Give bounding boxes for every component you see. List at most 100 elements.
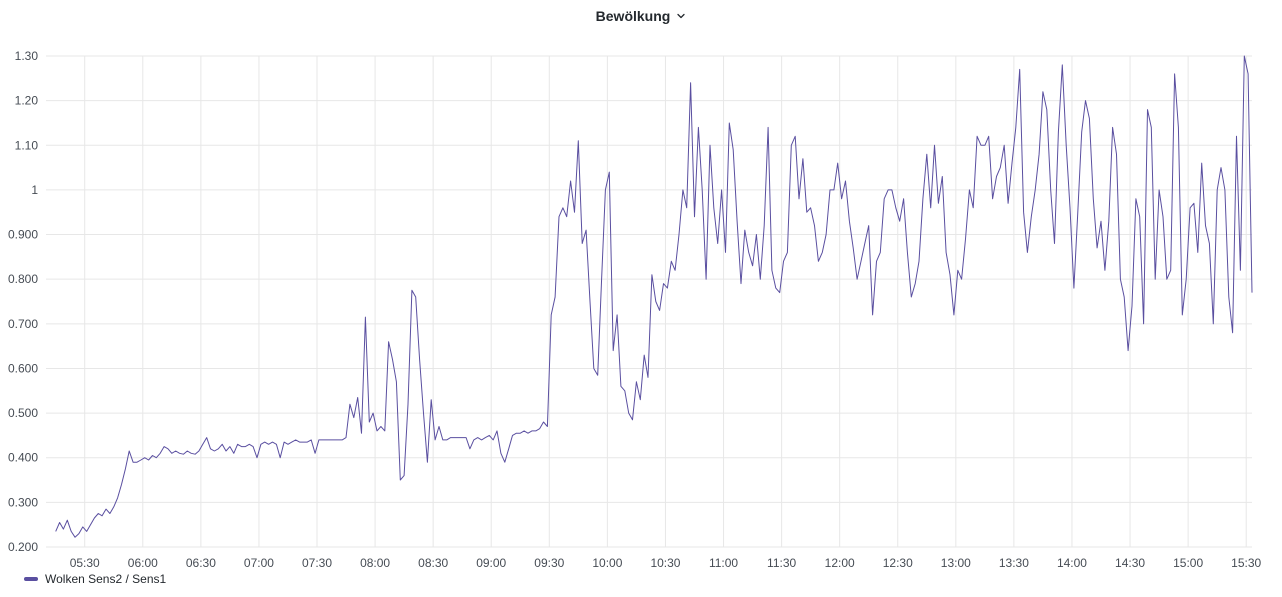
x-tick-label: 13:30 bbox=[999, 556, 1029, 570]
data-point bbox=[342, 439, 343, 440]
data-point bbox=[961, 279, 962, 280]
data-point bbox=[702, 189, 703, 190]
data-point bbox=[694, 216, 695, 217]
data-point bbox=[1054, 243, 1055, 244]
data-point bbox=[326, 439, 327, 440]
data-point bbox=[981, 145, 982, 146]
x-tick-label: 13:00 bbox=[941, 556, 971, 570]
y-tick-label: 0.400 bbox=[8, 451, 38, 465]
data-point bbox=[373, 413, 374, 414]
data-point bbox=[1190, 207, 1191, 208]
data-point bbox=[1132, 306, 1133, 307]
data-point bbox=[427, 462, 428, 463]
legend-item[interactable]: Wolken Sens2 / Sens1 bbox=[24, 572, 166, 586]
data-point bbox=[1042, 91, 1043, 92]
data-point bbox=[791, 145, 792, 146]
data-point bbox=[891, 189, 892, 190]
data-point bbox=[1228, 297, 1229, 298]
data-point bbox=[369, 422, 370, 423]
data-point bbox=[1015, 127, 1016, 128]
data-point bbox=[260, 444, 261, 445]
data-point bbox=[1108, 221, 1109, 222]
data-point bbox=[725, 252, 726, 253]
data-point bbox=[229, 446, 230, 447]
data-point bbox=[485, 437, 486, 438]
data-point bbox=[1155, 279, 1156, 280]
data-point bbox=[721, 189, 722, 190]
x-tick-label: 06:00 bbox=[128, 556, 158, 570]
data-point bbox=[307, 442, 308, 443]
data-point bbox=[140, 460, 141, 461]
data-point bbox=[466, 437, 467, 438]
data-point bbox=[1104, 270, 1105, 271]
data-point bbox=[930, 207, 931, 208]
x-tick-label: 11:30 bbox=[767, 556, 796, 570]
data-point bbox=[497, 430, 498, 431]
data-point bbox=[969, 189, 970, 190]
data-point bbox=[442, 439, 443, 440]
data-point bbox=[888, 189, 889, 190]
data-point bbox=[733, 149, 734, 150]
data-point bbox=[764, 225, 765, 226]
data-point bbox=[841, 198, 842, 199]
series-line bbox=[55, 55, 1253, 538]
panel-title-menu[interactable]: Bewölkung bbox=[596, 8, 687, 24]
data-point bbox=[1112, 127, 1113, 128]
data-point bbox=[849, 221, 850, 222]
data-point bbox=[454, 437, 455, 438]
data-point bbox=[245, 446, 246, 447]
data-point bbox=[303, 442, 304, 443]
data-point bbox=[1193, 203, 1194, 204]
data-point bbox=[462, 437, 463, 438]
data-point bbox=[977, 136, 978, 137]
data-point bbox=[911, 297, 912, 298]
x-tick-label: 12:00 bbox=[825, 556, 855, 570]
x-tick-label: 06:30 bbox=[186, 556, 216, 570]
data-point bbox=[1089, 118, 1090, 119]
data-point bbox=[520, 433, 521, 434]
data-point bbox=[1008, 203, 1009, 204]
data-point bbox=[562, 207, 563, 208]
data-point bbox=[795, 136, 796, 137]
data-point bbox=[919, 261, 920, 262]
data-point bbox=[679, 234, 680, 235]
x-tick-label: 09:30 bbox=[534, 556, 564, 570]
data-point bbox=[404, 475, 405, 476]
data-point bbox=[752, 265, 753, 266]
data-point bbox=[415, 297, 416, 298]
data-point bbox=[1213, 323, 1214, 324]
data-point bbox=[682, 189, 683, 190]
data-point bbox=[926, 154, 927, 155]
data-point bbox=[156, 457, 157, 458]
data-point bbox=[667, 288, 668, 289]
data-point bbox=[938, 203, 939, 204]
data-point bbox=[868, 225, 869, 226]
data-point bbox=[508, 448, 509, 449]
data-point bbox=[1174, 73, 1175, 74]
data-point bbox=[202, 444, 203, 445]
data-point bbox=[179, 453, 180, 454]
data-point bbox=[1073, 288, 1074, 289]
data-point bbox=[330, 439, 331, 440]
data-point bbox=[338, 439, 339, 440]
data-point bbox=[903, 198, 904, 199]
data-point bbox=[86, 531, 87, 532]
data-point bbox=[655, 301, 656, 302]
data-point bbox=[1143, 323, 1144, 324]
data-point bbox=[1027, 252, 1028, 253]
data-point bbox=[1186, 279, 1187, 280]
data-point bbox=[1224, 189, 1225, 190]
data-point bbox=[1244, 56, 1245, 57]
data-point bbox=[953, 314, 954, 315]
legend-label: Wolken Sens2 / Sens1 bbox=[45, 572, 167, 586]
data-point bbox=[291, 442, 292, 443]
x-tick-label: 08:30 bbox=[418, 556, 448, 570]
data-point bbox=[1101, 221, 1102, 222]
data-point bbox=[94, 518, 95, 519]
data-point bbox=[992, 198, 993, 199]
y-tick-label: 0.200 bbox=[8, 540, 38, 554]
data-point bbox=[996, 176, 997, 177]
data-point bbox=[524, 430, 525, 431]
data-point bbox=[1124, 297, 1125, 298]
